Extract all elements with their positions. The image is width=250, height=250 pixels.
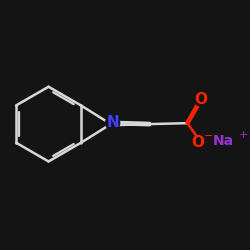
Text: +: + <box>239 130 248 140</box>
Text: N: N <box>106 116 119 130</box>
Text: Na: Na <box>213 134 234 148</box>
Text: −: − <box>204 132 214 141</box>
Circle shape <box>194 136 207 149</box>
Circle shape <box>106 116 120 130</box>
Circle shape <box>194 93 207 106</box>
Text: O: O <box>194 92 207 107</box>
Text: O: O <box>191 135 204 150</box>
Circle shape <box>215 130 238 153</box>
